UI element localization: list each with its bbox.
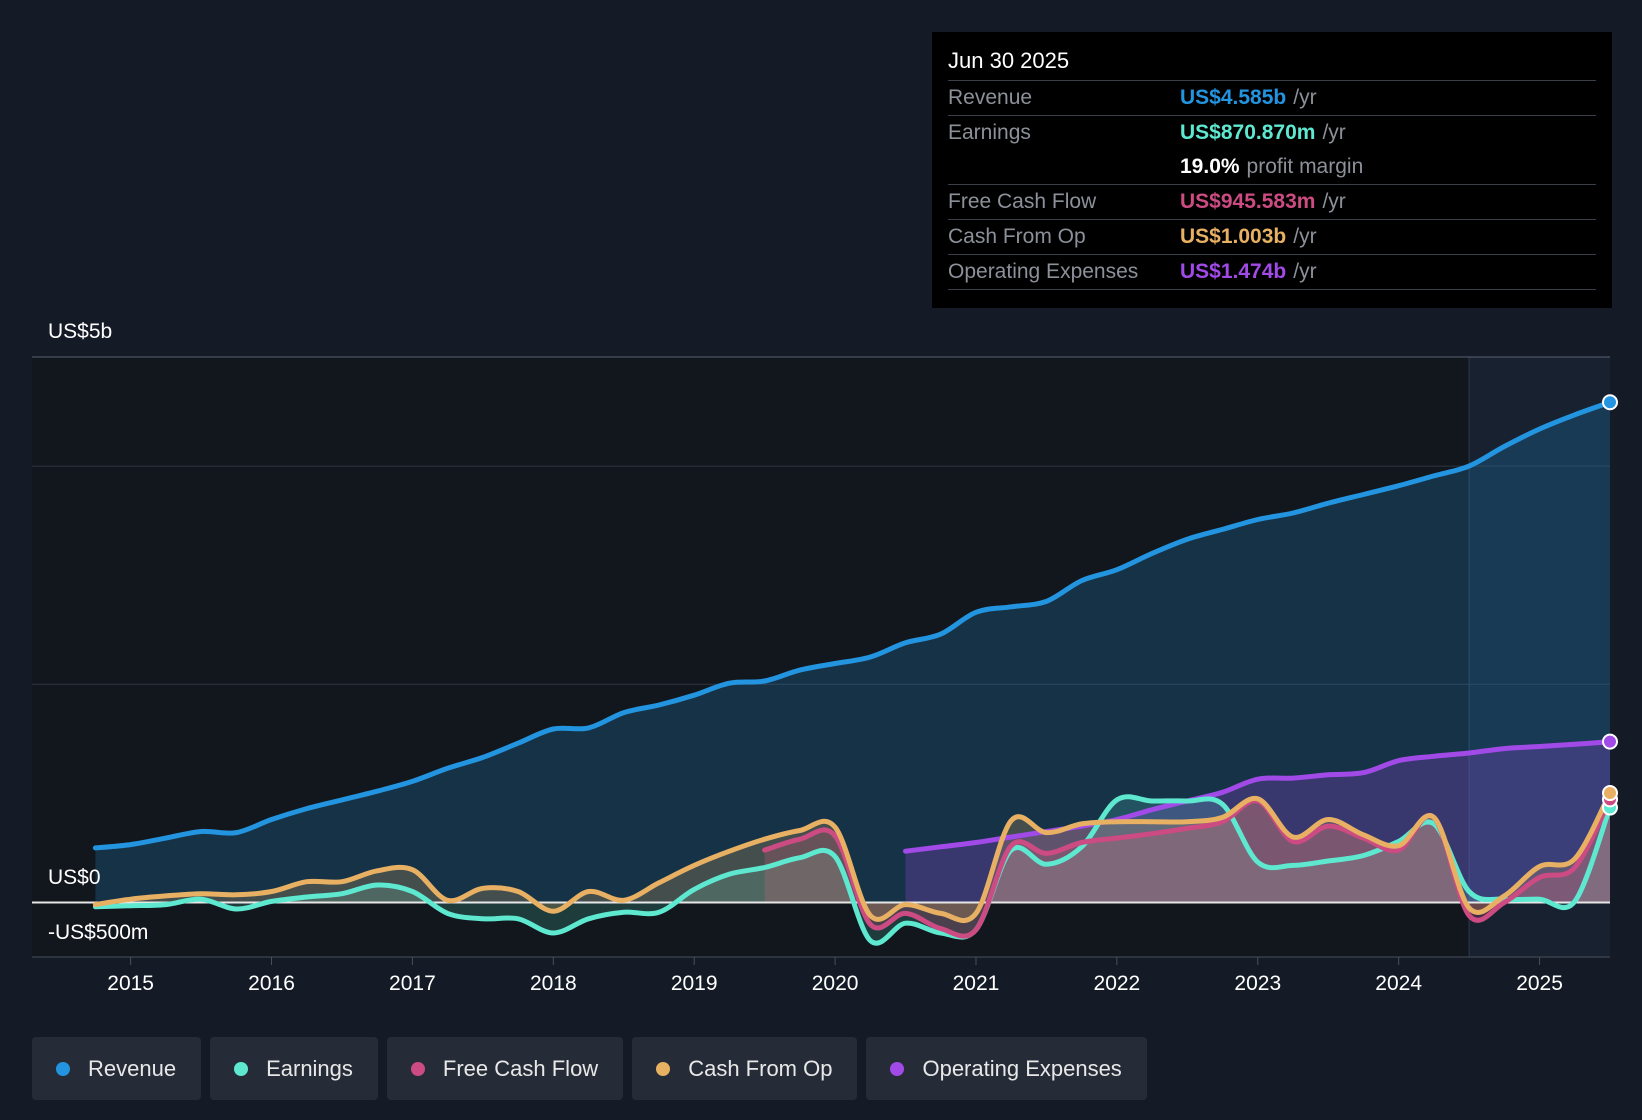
legend-label: Cash From Op bbox=[688, 1055, 833, 1081]
tooltip-value: US$1.003b bbox=[1180, 225, 1287, 248]
tooltip-unit: /yr bbox=[1322, 121, 1346, 144]
tooltip-value: US$870.870m bbox=[1180, 121, 1316, 144]
line-cash-from-op bbox=[92, 790, 1613, 924]
tooltip-value: 19.0% bbox=[1180, 155, 1240, 178]
tooltip-value: US$4.585b bbox=[1180, 86, 1287, 109]
tooltip-row-opex: Operating Expenses US$1.474b /yr bbox=[948, 254, 1596, 289]
recent-period-shading bbox=[1469, 357, 1610, 957]
legend-item-earnings[interactable]: Earnings bbox=[210, 1037, 378, 1100]
legend-item-revenue[interactable]: Revenue bbox=[32, 1037, 202, 1100]
tooltip-label: Cash From Op bbox=[948, 225, 1086, 248]
legend-label: Revenue bbox=[88, 1055, 177, 1081]
tooltip-label: Free Cash Flow bbox=[948, 190, 1097, 213]
x-tick-label: 2021 bbox=[953, 972, 1000, 995]
tooltip-label: Earnings bbox=[948, 121, 1031, 144]
x-tick-label: 2022 bbox=[1094, 972, 1141, 995]
tooltip-unit: /yr bbox=[1293, 86, 1317, 109]
tooltip-value: US$1.474b bbox=[1180, 260, 1287, 283]
legend-dot-icon bbox=[56, 1061, 70, 1076]
x-tick-label: 2015 bbox=[107, 972, 154, 995]
tooltip-divider bbox=[948, 289, 1596, 290]
legend: Revenue Earnings Free Cash Flow Cash Fro… bbox=[32, 1037, 1147, 1100]
area-cash-from-op bbox=[95, 793, 1610, 921]
legend-dot-icon bbox=[890, 1061, 905, 1076]
legend-item-operating-expenses[interactable]: Operating Expenses bbox=[866, 1037, 1147, 1100]
line-revenue bbox=[92, 399, 1613, 851]
tooltip-unit: /yr bbox=[1293, 260, 1317, 283]
legend-label: Earnings bbox=[266, 1055, 353, 1081]
line-earnings bbox=[92, 794, 1613, 946]
area-earnings bbox=[95, 796, 1610, 944]
x-tick-label: 2017 bbox=[389, 972, 436, 995]
legend-dot-icon bbox=[656, 1061, 671, 1076]
x-tick-label: 2019 bbox=[671, 972, 718, 995]
line-free-cash-flow bbox=[762, 796, 1613, 939]
x-tick-label: 2023 bbox=[1234, 972, 1281, 995]
tooltip-value: US$945.583m bbox=[1180, 190, 1316, 213]
end-marker-revenue bbox=[1602, 394, 1618, 411]
tooltip-unit: profit margin bbox=[1246, 155, 1364, 178]
tooltip-unit: /yr bbox=[1322, 190, 1346, 213]
tooltip-row-fcf: Free Cash Flow US$945.583m /yr bbox=[948, 184, 1596, 219]
tooltip-unit: /yr bbox=[1293, 225, 1317, 248]
x-tick-label: 2020 bbox=[812, 972, 859, 995]
x-tick-label: 2025 bbox=[1516, 972, 1563, 995]
legend-dot-icon bbox=[410, 1061, 425, 1076]
legend-item-free-cash-flow[interactable]: Free Cash Flow bbox=[386, 1037, 624, 1100]
legend-item-cash-from-op[interactable]: Cash From Op bbox=[632, 1037, 858, 1100]
x-tick-label: 2018 bbox=[530, 972, 577, 995]
legend-label: Free Cash Flow bbox=[442, 1055, 599, 1081]
x-tick-label: 2024 bbox=[1375, 972, 1422, 995]
tooltip-row-revenue: Revenue US$4.585b /yr bbox=[948, 80, 1596, 115]
legend-label: Operating Expenses bbox=[922, 1055, 1122, 1081]
end-marker-cash-from-op bbox=[1602, 785, 1618, 802]
legend-dot-icon bbox=[234, 1061, 249, 1076]
tooltip-label: Operating Expenses bbox=[948, 260, 1139, 283]
y-label-bottom: -US$500m bbox=[48, 921, 149, 944]
end-marker-operating-expenses bbox=[1602, 733, 1618, 750]
x-tick-label: 2016 bbox=[248, 972, 295, 995]
y-label-zero: US$0 bbox=[48, 866, 101, 889]
tooltip-row-earnings: Earnings US$870.870m /yr bbox=[948, 115, 1596, 150]
y-label-top: US$5b bbox=[48, 320, 113, 343]
data-tooltip: Jun 30 2025 Revenue US$4.585b /yr Earnin… bbox=[932, 32, 1612, 308]
tooltip-label: Revenue bbox=[948, 86, 1033, 109]
tooltip-date: Jun 30 2025 bbox=[948, 48, 1070, 73]
area-operating-expenses bbox=[905, 741, 1610, 903]
line-operating-expenses bbox=[903, 739, 1613, 854]
tooltip-row-cfo: Cash From Op US$1.003b /yr bbox=[948, 219, 1596, 254]
tooltip-row-margin: 19.0% profit margin bbox=[948, 150, 1596, 184]
